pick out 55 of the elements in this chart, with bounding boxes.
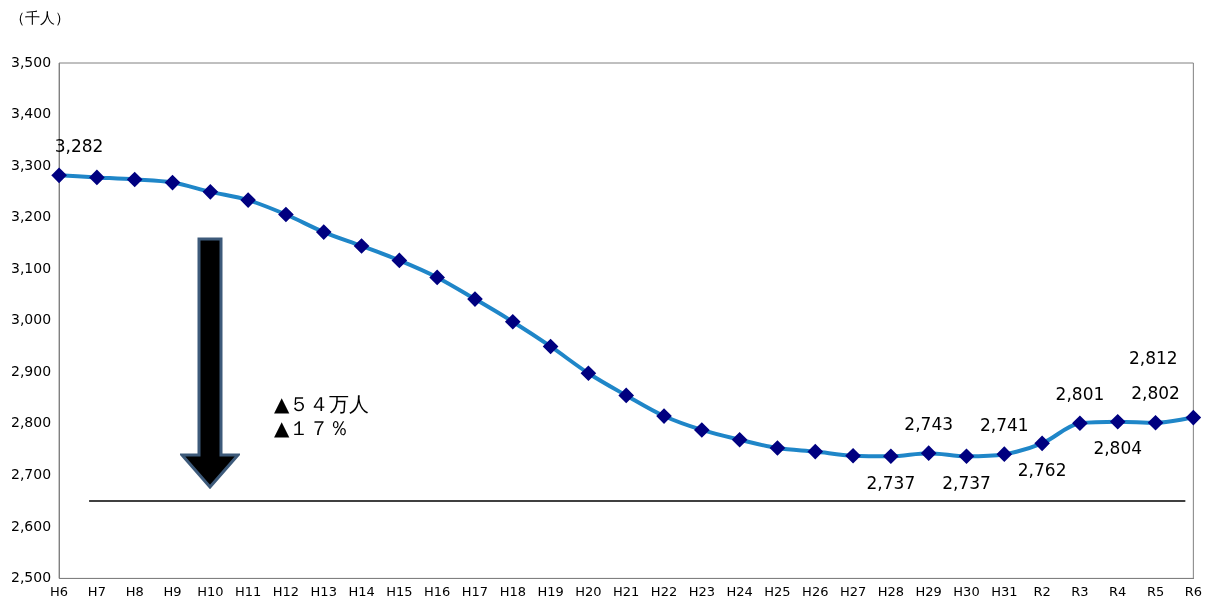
data-label: 2,812 [1129, 348, 1178, 369]
x-tick-label: H28 [877, 583, 905, 599]
y-tick-label: 2,500 [10, 569, 52, 586]
x-tick-label: H21 [613, 583, 640, 599]
x-tick-label: H11 [234, 583, 262, 599]
x-tick-label: H8 [125, 583, 144, 599]
data-label: 2,741 [979, 414, 1029, 435]
y-tick-label: 3,400 [10, 105, 52, 122]
x-tick-label: H18 [499, 583, 526, 599]
x-tick-label: H29 [915, 583, 942, 599]
x-tick-label: H19 [537, 583, 564, 599]
x-tick-label: R5 [1146, 583, 1165, 599]
x-tick-label: H13 [310, 583, 337, 599]
x-tick-label: H14 [348, 583, 375, 599]
x-tick-label: H15 [386, 583, 413, 599]
x-tick-label: H16 [424, 583, 451, 599]
x-tick-label: R3 [1071, 583, 1089, 599]
y-axis-title: （千人） [10, 9, 70, 28]
data-label: 2,743 [904, 413, 954, 434]
x-tick-label: H24 [726, 583, 753, 599]
x-tick-label: H9 [163, 583, 182, 599]
x-tick-label: H6 [50, 583, 69, 599]
x-tick-label: H17 [461, 583, 489, 599]
data-label: 2,804 [1093, 438, 1143, 459]
x-tick-label: H7 [87, 583, 106, 599]
y-tick-label: 3,300 [10, 156, 52, 173]
x-tick-label: H10 [197, 583, 224, 599]
y-tick-label: 2,600 [10, 517, 52, 534]
x-tick-label: H27 [839, 583, 867, 599]
x-tick-label: R2 [1033, 583, 1051, 599]
data-label: 2,762 [1017, 459, 1067, 480]
x-tick-label: R4 [1109, 583, 1127, 599]
annotation: ▲５４万人 [274, 392, 370, 417]
data-label: 3,282 [54, 135, 104, 156]
y-tick-label: 2,800 [10, 414, 52, 431]
x-tick-label: H26 [802, 583, 829, 599]
x-tick-label: H25 [764, 583, 791, 599]
x-tick-label: H31 [991, 583, 1018, 599]
x-tick-label: H30 [953, 583, 980, 599]
x-tick-label: H23 [688, 583, 715, 599]
y-tick-label: 3,500 [10, 53, 52, 70]
data-label: 2,737 [866, 472, 916, 493]
y-tick-label: 3,200 [10, 208, 52, 225]
data-label: 2,801 [1055, 383, 1105, 404]
y-tick-label: 3,000 [10, 311, 52, 328]
data-label: 2,737 [942, 472, 991, 493]
x-tick-label: H12 [272, 583, 300, 599]
y-tick-label: 2,700 [10, 465, 52, 482]
data-label: 2,802 [1131, 383, 1180, 404]
x-tick-label: R6 [1184, 583, 1202, 599]
annotation: ▲１７％ [274, 416, 350, 441]
y-tick-label: 2,900 [10, 362, 52, 379]
x-tick-label: H20 [575, 583, 602, 599]
y-tick-label: 3,100 [10, 259, 52, 276]
x-tick-label: H22 [650, 583, 678, 599]
